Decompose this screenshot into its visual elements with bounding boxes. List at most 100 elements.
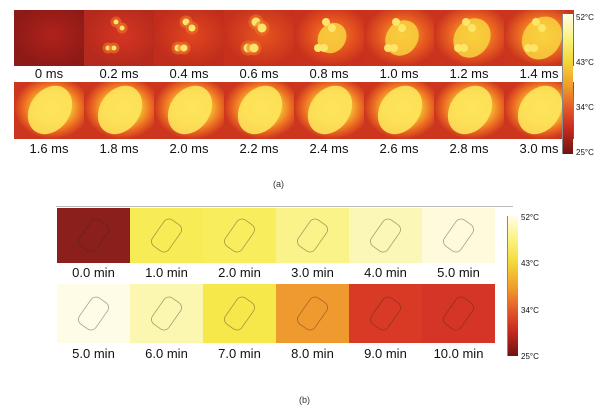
- device-outline: [297, 218, 328, 253]
- hot-spot: [320, 44, 328, 52]
- time-label: 2.6 ms: [379, 141, 419, 156]
- device-outline: [78, 296, 109, 331]
- time-label: 3.0 min: [291, 265, 334, 280]
- time-label: 3.0 ms: [519, 141, 559, 156]
- hot-spot: [460, 44, 468, 52]
- time-label: 0.2 ms: [99, 66, 139, 81]
- time-label: 2.0 min: [218, 265, 261, 280]
- thermal-frame: [154, 10, 224, 66]
- hot-spot: [524, 44, 532, 52]
- panel-a-color-scale: [562, 14, 573, 154]
- cooling-frame: [203, 208, 276, 263]
- device-outline: [370, 218, 401, 253]
- cooling-frame-fill: [203, 208, 276, 263]
- hot-spot: [468, 24, 476, 32]
- thermal-frame: [154, 82, 224, 139]
- hot-spot: [188, 24, 196, 32]
- time-label: 2.0 ms: [169, 141, 209, 156]
- hot-spot: [111, 45, 117, 51]
- hot-spot: [390, 44, 398, 52]
- cooling-frame: [422, 284, 495, 343]
- hot-spot: [530, 44, 538, 52]
- device-outline: [78, 218, 109, 253]
- panel-b-top-rule: [56, 206, 513, 207]
- hot-spot: [538, 24, 546, 32]
- time-label: 0.0 min: [72, 265, 115, 280]
- cooling-frame-fill: [57, 208, 130, 263]
- panel-b-scale-max: 52°C: [521, 213, 539, 222]
- time-label: 8.0 min: [291, 346, 334, 361]
- device-outline: [297, 296, 328, 331]
- cooling-frame-fill: [276, 208, 349, 263]
- thermal-frame: [364, 82, 434, 139]
- time-label: 0.4 ms: [169, 66, 209, 81]
- cooling-frame-fill: [349, 284, 422, 343]
- cooling-frame: [349, 208, 422, 263]
- device-outline: [151, 296, 182, 331]
- thermal-frame: [224, 10, 294, 66]
- hot-spot: [328, 24, 336, 32]
- hot-spot: [532, 18, 540, 26]
- time-label: 1.0 min: [145, 265, 188, 280]
- panel-b-color-scale: [507, 216, 518, 356]
- panel-a-caption: (a): [273, 179, 284, 189]
- time-label: 1.0 ms: [379, 66, 419, 81]
- device-outline: [443, 218, 474, 253]
- hot-region: [307, 85, 353, 135]
- cooling-frame-fill: [276, 284, 349, 343]
- hot-region: [97, 85, 143, 135]
- time-label: 2.4 ms: [309, 141, 349, 156]
- hot-region: [517, 85, 563, 135]
- panel-a-scale-max: 52°C: [576, 13, 594, 22]
- hot-spot: [257, 23, 267, 33]
- hot-spot: [392, 18, 400, 26]
- thermal-frame: [84, 10, 154, 66]
- hot-region: [447, 85, 493, 135]
- hot-spot: [384, 44, 392, 52]
- thermal-frame: [14, 82, 84, 139]
- hot-spot: [249, 43, 259, 53]
- cooling-frame: [203, 284, 276, 343]
- hot-spot: [113, 19, 119, 25]
- cooling-frame-fill: [422, 208, 495, 263]
- time-label: 7.0 min: [218, 346, 261, 361]
- time-label: 1.4 ms: [519, 66, 559, 81]
- thermal-frame: [294, 82, 364, 139]
- hot-spot: [314, 44, 322, 52]
- cooling-frame: [349, 284, 422, 343]
- panel-b-caption: (b): [299, 395, 310, 405]
- time-label: 0.6 ms: [239, 66, 279, 81]
- thermal-frame: [224, 82, 294, 139]
- cooling-frame: [130, 284, 203, 343]
- cooling-frame: [422, 208, 495, 263]
- thermal-frame: [364, 10, 434, 66]
- cooling-frame-fill: [349, 208, 422, 263]
- hot-spot: [322, 18, 330, 26]
- time-label: 5.0 min: [437, 265, 480, 280]
- panel-b-scale-min: 25°C: [521, 352, 539, 361]
- hot-spot: [454, 44, 462, 52]
- hot-region: [27, 85, 73, 135]
- time-label: 1.2 ms: [449, 66, 489, 81]
- time-label: 0 ms: [34, 66, 64, 81]
- thermal-frame: [434, 82, 504, 139]
- cooling-frame-fill: [57, 284, 130, 343]
- hot-region: [377, 85, 423, 135]
- cooling-frame-fill: [130, 284, 203, 343]
- thermal-frame: [294, 10, 364, 66]
- cooling-frame: [57, 208, 130, 263]
- time-label: 1.8 ms: [99, 141, 139, 156]
- device-outline: [370, 296, 401, 331]
- cooling-frame: [276, 284, 349, 343]
- thermal-frame: [14, 10, 84, 66]
- hot-region: [237, 85, 283, 135]
- panel-a-scale-mid2: 34°C: [576, 103, 594, 112]
- thermal-frame: [84, 82, 154, 139]
- hot-spot: [462, 18, 470, 26]
- cooling-frame-fill: [422, 284, 495, 343]
- thermal-frame-background: [14, 10, 84, 66]
- cooling-frame-fill: [203, 284, 276, 343]
- time-label: 6.0 min: [145, 346, 188, 361]
- time-label: 1.6 ms: [29, 141, 69, 156]
- time-label: 10.0 min: [433, 346, 484, 361]
